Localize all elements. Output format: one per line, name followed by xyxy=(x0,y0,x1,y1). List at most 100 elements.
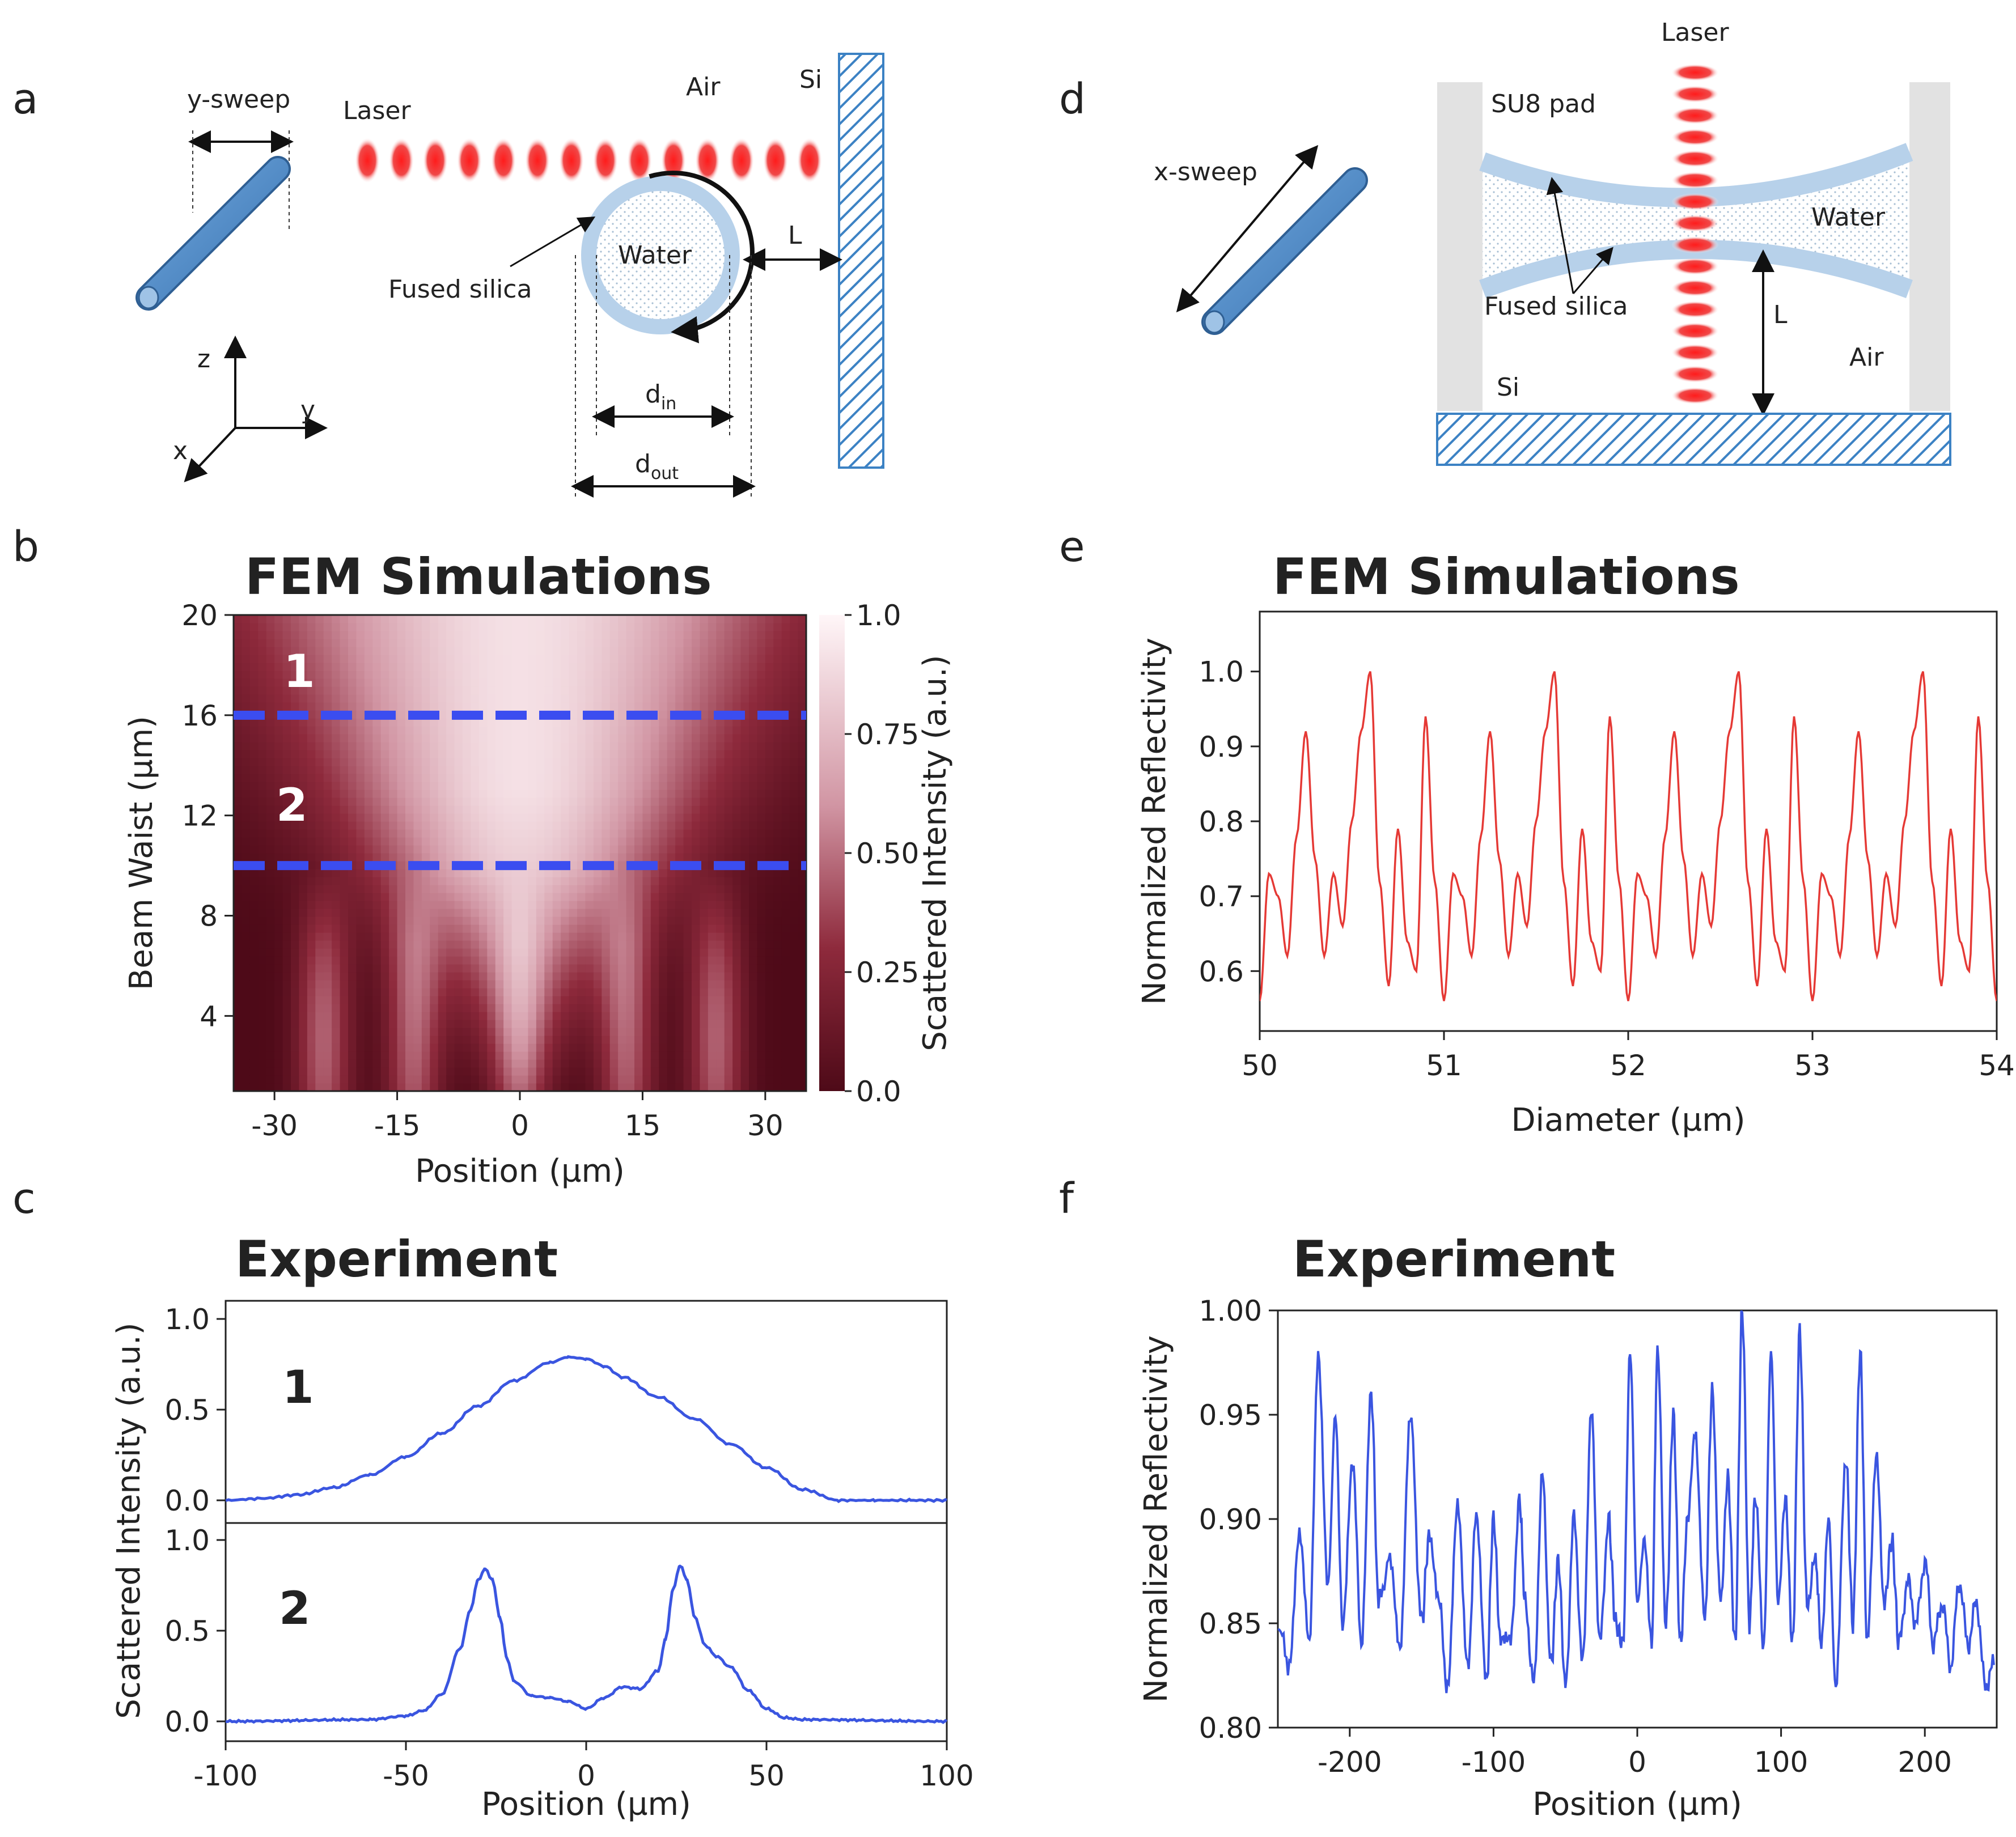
heatmap-cell xyxy=(438,615,447,623)
heatmap-cell xyxy=(659,909,668,917)
heatmap-cell xyxy=(577,1075,586,1084)
heatmap-cell xyxy=(372,782,382,790)
heatmap-cell xyxy=(258,1067,267,1076)
heatmap-cell xyxy=(299,615,308,623)
heatmap-cell xyxy=(323,1051,332,1060)
heatmap-cell xyxy=(593,623,602,631)
heatmap-cell xyxy=(528,917,537,925)
heatmap-cell xyxy=(609,932,619,941)
heatmap-cell xyxy=(692,972,701,981)
heatmap-cell xyxy=(274,639,283,647)
heatmap-cell xyxy=(798,837,807,846)
heatmap-cell xyxy=(332,805,341,814)
heatmap-cell xyxy=(642,948,651,957)
heatmap-cell xyxy=(438,893,447,901)
heatmap-cell xyxy=(266,829,275,838)
heatmap-cell xyxy=(299,1036,308,1044)
heatmap-cell xyxy=(561,821,570,830)
heatmap-cell xyxy=(421,940,430,949)
heatmap-cell xyxy=(609,671,619,679)
heatmap-cell xyxy=(438,1067,447,1076)
heatmap-cell xyxy=(274,972,283,981)
heatmap-cell xyxy=(471,1004,480,1012)
heatmap-cell xyxy=(478,726,488,735)
heatmap-cell xyxy=(683,972,692,981)
heatmap-cell xyxy=(421,1028,430,1036)
heatmap-cell xyxy=(650,1012,659,1020)
heatmap-cell xyxy=(421,726,430,735)
heatmap-cell xyxy=(478,1004,488,1012)
heatmap-cell xyxy=(642,940,651,949)
heatmap-cell xyxy=(234,885,243,893)
heatmap-cell xyxy=(503,813,513,822)
heatmap-cell xyxy=(650,956,659,965)
heatmap-cell xyxy=(781,1036,790,1044)
laser-pulse xyxy=(1671,129,1719,146)
heatmap-cell xyxy=(511,829,520,838)
heatmap-cell xyxy=(757,964,766,973)
heatmap-cell xyxy=(618,790,627,798)
colorbar-tick-label: 0.0 xyxy=(856,1075,901,1108)
heatmap-cell xyxy=(642,790,651,798)
y-tick-label: 20 xyxy=(181,599,218,632)
heatmap-cell xyxy=(618,829,627,838)
heatmap-cell xyxy=(577,655,586,663)
heatmap-cell xyxy=(732,639,742,647)
heatmap-cell xyxy=(463,901,472,909)
heatmap-cell xyxy=(683,1075,692,1084)
heatmap-cell xyxy=(249,726,259,735)
heatmap-cell xyxy=(372,988,382,996)
heatmap-cell xyxy=(577,1020,586,1028)
y-tick-label: 0.6 xyxy=(1198,955,1244,988)
heatmap-cell xyxy=(372,655,382,663)
heatmap-cell xyxy=(299,1059,308,1068)
heatmap-cell xyxy=(749,885,758,893)
heatmap-cell xyxy=(478,631,488,639)
heatmap-cell xyxy=(332,797,341,806)
heatmap-cell xyxy=(430,837,439,846)
heatmap-cell xyxy=(700,924,709,933)
heatmap-cell xyxy=(258,988,267,996)
heatmap-cell xyxy=(528,758,537,766)
heatmap-cell xyxy=(380,893,389,901)
heatmap-cell xyxy=(708,790,717,798)
y-tick-label: 4 xyxy=(200,1000,218,1033)
heatmap-cell xyxy=(258,671,267,679)
heatmap-cell xyxy=(495,782,504,790)
heatmap-cell xyxy=(291,1059,300,1068)
heatmap-cell xyxy=(790,726,799,735)
heatmap-cell xyxy=(716,956,725,965)
heatmap-cell xyxy=(348,1083,357,1092)
heatmap-cell xyxy=(692,853,701,862)
heatmap-cell xyxy=(659,694,668,703)
heatmap-cell xyxy=(463,750,472,758)
heatmap-cell xyxy=(765,1075,774,1084)
heatmap-cell xyxy=(773,766,782,774)
heatmap-cell xyxy=(520,790,529,798)
heatmap-cell xyxy=(413,829,422,838)
heatmap-cell xyxy=(487,909,496,917)
heatmap-cell xyxy=(291,623,300,631)
heatmap-cell xyxy=(397,647,406,655)
heatmap-cell xyxy=(585,948,594,957)
heatmap-cell xyxy=(389,766,398,774)
heatmap-cell xyxy=(471,1059,480,1068)
heatmap-cell xyxy=(692,663,701,671)
heatmap-cell xyxy=(520,726,529,735)
heatmap-cell xyxy=(258,932,267,941)
heatmap-cell xyxy=(585,1083,594,1092)
heatmap-cell xyxy=(577,917,586,925)
heatmap-cell xyxy=(626,893,635,901)
heatmap-cell xyxy=(700,639,709,647)
heatmap-cell xyxy=(667,1043,676,1052)
heatmap-cell xyxy=(790,750,799,758)
heatmap-cell xyxy=(234,932,243,941)
heatmap-cell xyxy=(536,1075,545,1084)
heatmap-cell xyxy=(503,924,513,933)
heatmap-cell xyxy=(438,924,447,933)
heatmap-cell xyxy=(340,639,349,647)
heatmap-cell xyxy=(675,655,684,663)
heatmap-cell xyxy=(487,647,496,655)
heatmap-cell xyxy=(667,893,676,901)
heatmap-cell xyxy=(438,1075,447,1084)
